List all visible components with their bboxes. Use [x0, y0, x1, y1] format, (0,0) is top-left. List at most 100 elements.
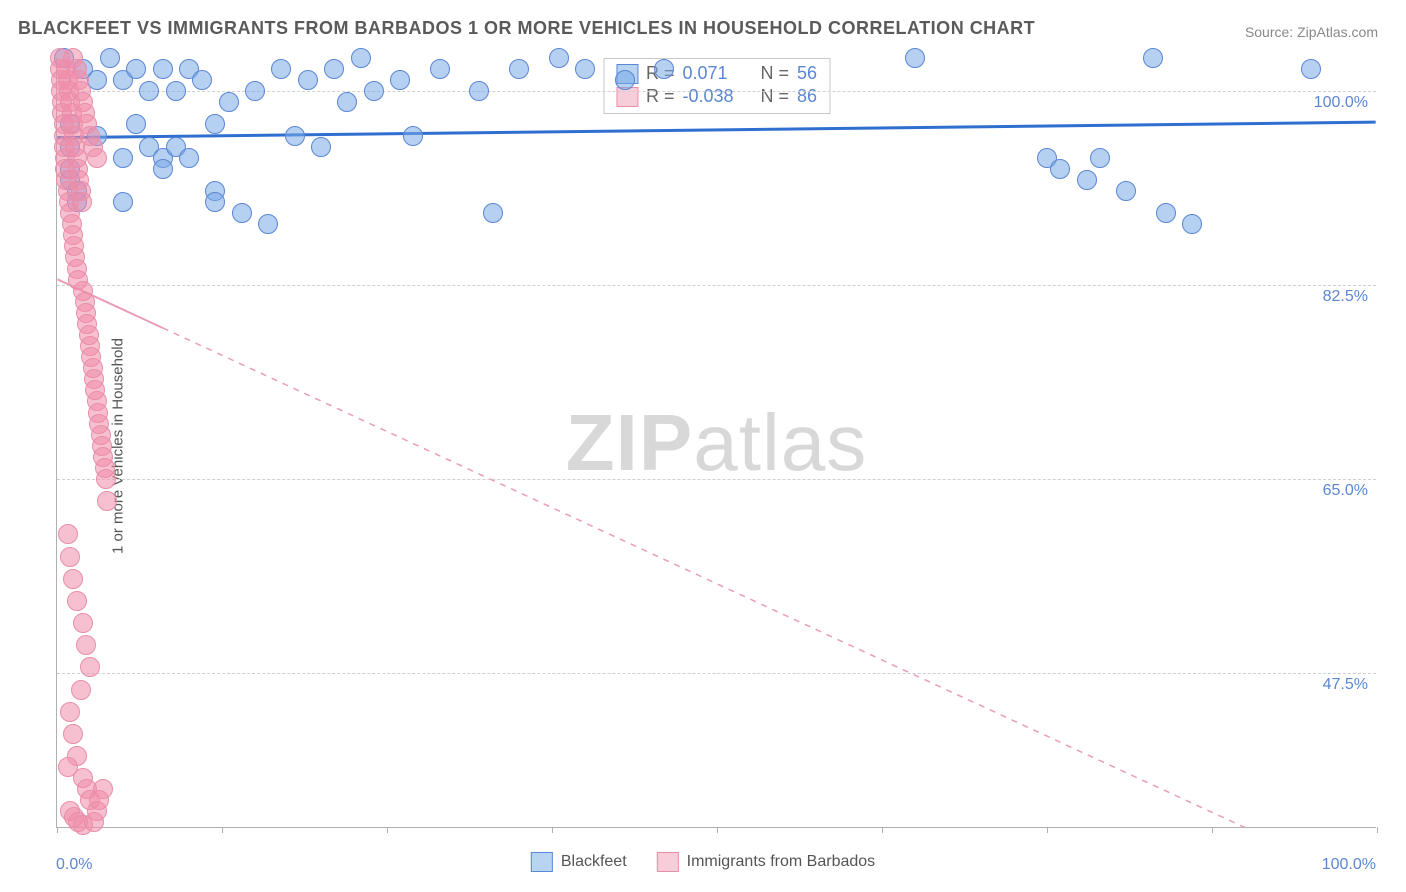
scatter-point-blackfeet — [483, 203, 503, 223]
x-tick — [717, 827, 718, 833]
r-value: -0.038 — [682, 86, 752, 107]
scatter-point-blackfeet — [258, 214, 278, 234]
scatter-point-blackfeet — [126, 114, 146, 134]
scatter-point-barbados — [80, 657, 100, 677]
gridline-h — [57, 479, 1376, 480]
x-tick — [1212, 827, 1213, 833]
stats-row-barbados: R = -0.038 N = 86 — [616, 86, 817, 107]
x-tick — [387, 827, 388, 833]
scatter-point-blackfeet — [1077, 170, 1097, 190]
scatter-point-blackfeet — [100, 48, 120, 68]
scatter-point-blackfeet — [1156, 203, 1176, 223]
scatter-point-blackfeet — [205, 114, 225, 134]
scatter-point-blackfeet — [113, 148, 133, 168]
watermark: ZIPatlas — [566, 397, 867, 489]
scatter-point-barbados — [96, 469, 116, 489]
scatter-point-blackfeet — [232, 203, 252, 223]
x-tick — [57, 827, 58, 833]
stats-row-blackfeet: R =0.071N =56 — [616, 63, 817, 84]
scatter-point-blackfeet — [219, 92, 239, 112]
scatter-point-blackfeet — [390, 70, 410, 90]
scatter-point-blackfeet — [245, 81, 265, 101]
n-value: 86 — [797, 86, 817, 107]
scatter-point-blackfeet — [153, 159, 173, 179]
scatter-point-blackfeet — [126, 59, 146, 79]
scatter-point-barbados — [63, 569, 83, 589]
trend-lines — [57, 58, 1376, 827]
y-tick-label: 65.0% — [1323, 482, 1368, 500]
x-tick — [222, 827, 223, 833]
gridline-h — [57, 673, 1376, 674]
stats-box: R = 0.071 N = 56R = -0.038 N = 86 — [603, 58, 830, 114]
scatter-point-blackfeet — [113, 192, 133, 212]
y-tick-label: 100.0% — [1314, 94, 1368, 112]
scatter-point-blackfeet — [615, 70, 635, 90]
chart-title: BLACKFEET VS IMMIGRANTS FROM BARBADOS 1 … — [18, 18, 1035, 39]
gridline-h — [57, 285, 1376, 286]
scatter-point-barbados — [58, 524, 78, 544]
x-axis-max-label: 100.0% — [1322, 856, 1376, 874]
scatter-point-blackfeet — [575, 59, 595, 79]
n-value: 56 — [797, 63, 817, 84]
scatter-point-barbados — [87, 148, 107, 168]
r-label: R = — [646, 86, 675, 107]
legend-label: Blackfeet — [561, 853, 627, 871]
legend-label: Immigrants from Barbados — [687, 853, 876, 871]
scatter-point-blackfeet — [549, 48, 569, 68]
scatter-point-blackfeet — [1143, 48, 1163, 68]
legend-item-blackfeet: Blackfeet — [531, 852, 627, 872]
scatter-point-blackfeet — [1090, 148, 1110, 168]
scatter-point-blackfeet — [1301, 59, 1321, 79]
watermark-bold: ZIP — [566, 398, 693, 487]
scatter-point-barbados — [60, 547, 80, 567]
legend: Blackfeet Immigrants from Barbados — [531, 852, 875, 872]
scatter-point-barbados — [97, 491, 117, 511]
scatter-point-blackfeet — [509, 59, 529, 79]
scatter-point-blackfeet — [285, 126, 305, 146]
scatter-point-blackfeet — [1182, 214, 1202, 234]
scatter-point-blackfeet — [205, 192, 225, 212]
x-tick — [882, 827, 883, 833]
scatter-point-barbados — [67, 591, 87, 611]
trendline-barbados-dashed — [163, 328, 1376, 827]
scatter-point-blackfeet — [351, 48, 371, 68]
scatter-point-blackfeet — [430, 59, 450, 79]
scatter-point-barbados — [71, 680, 91, 700]
scatter-point-blackfeet — [192, 70, 212, 90]
scatter-point-blackfeet — [1116, 181, 1136, 201]
x-axis-min-label: 0.0% — [56, 856, 92, 874]
watermark-rest: atlas — [693, 398, 867, 487]
trendline-blackfeet — [57, 122, 1375, 137]
scatter-point-blackfeet — [364, 81, 384, 101]
scatter-point-blackfeet — [403, 126, 423, 146]
scatter-point-blackfeet — [337, 92, 357, 112]
scatter-point-blackfeet — [139, 81, 159, 101]
scatter-point-barbados — [76, 635, 96, 655]
source-attribution: Source: ZipAtlas.com — [1245, 24, 1378, 40]
x-tick — [1047, 827, 1048, 833]
legend-item-barbados: Immigrants from Barbados — [657, 852, 876, 872]
legend-swatch-barbados — [657, 852, 679, 872]
scatter-point-barbados — [63, 724, 83, 744]
plot-area: ZIPatlas R = 0.071 N = 56R = -0.038 N = 86 100… — [56, 58, 1376, 828]
scatter-point-blackfeet — [153, 59, 173, 79]
scatter-point-blackfeet — [469, 81, 489, 101]
scatter-point-barbados — [93, 779, 113, 799]
n-label: N = — [760, 86, 789, 107]
x-tick — [552, 827, 553, 833]
n-label: N = — [760, 63, 789, 84]
scatter-point-blackfeet — [311, 137, 331, 157]
scatter-point-blackfeet — [166, 81, 186, 101]
scatter-point-blackfeet — [905, 48, 925, 68]
scatter-point-blackfeet — [271, 59, 291, 79]
scatter-point-blackfeet — [179, 148, 199, 168]
scatter-point-blackfeet — [298, 70, 318, 90]
r-value: 0.071 — [682, 63, 752, 84]
legend-swatch-blackfeet — [531, 852, 553, 872]
scatter-point-blackfeet — [324, 59, 344, 79]
scatter-point-blackfeet — [654, 59, 674, 79]
scatter-point-barbados — [73, 613, 93, 633]
scatter-point-barbados — [60, 702, 80, 722]
scatter-point-blackfeet — [1050, 159, 1070, 179]
x-tick — [1377, 827, 1378, 833]
